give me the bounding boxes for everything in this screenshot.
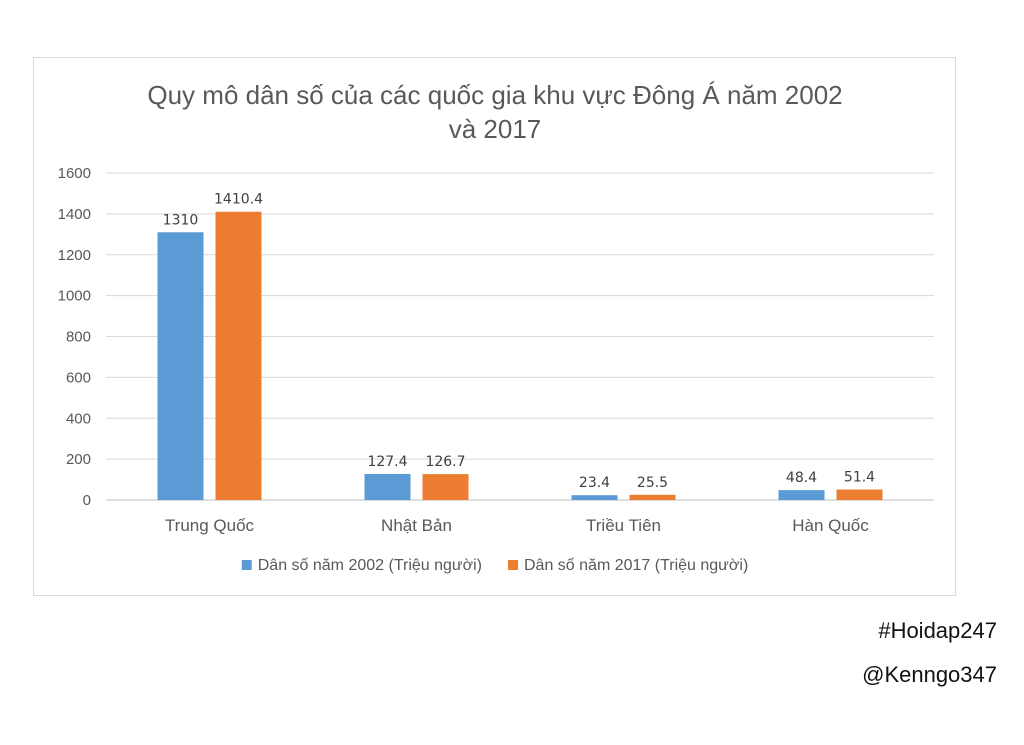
category-label: Triều Tiên	[586, 516, 661, 535]
data-label: 1410.4	[214, 192, 263, 208]
data-label: 126.7	[425, 454, 465, 470]
bar-2002	[571, 495, 618, 500]
legend-label: Dân số năm 2017 (Triệu người)	[524, 557, 748, 574]
bar-2002	[157, 232, 204, 501]
data-label: 127.4	[367, 454, 407, 470]
legend: Dân số năm 2002 (Triệu người) Dân số năm …	[241, 557, 748, 574]
bar-2017	[215, 211, 262, 500]
y-tick-label: 400	[66, 410, 91, 427]
hashtag-text: #Hoidap247	[878, 618, 997, 643]
bar-2017	[629, 494, 676, 500]
bar-2017	[422, 474, 469, 500]
y-tick-label: 200	[66, 451, 91, 468]
author-handle-text: @Kenngo347	[862, 662, 997, 687]
legend-item: Dân số năm 2017 (Triệu người)	[508, 557, 748, 574]
y-tick-label: 1200	[58, 247, 91, 264]
category-label: Hàn Quốc	[792, 516, 869, 535]
chart-svg: Quy mô dân số của các quốc gia khu vực Đ…	[58, 80, 934, 574]
y-tick-label: 1400	[58, 206, 91, 223]
data-label: 1310	[163, 212, 199, 228]
y-tick-label: 1000	[58, 288, 91, 305]
data-label: 23.4	[579, 475, 610, 491]
data-label: 25.5	[637, 475, 668, 491]
data-label: 48.4	[786, 470, 817, 486]
category-label: Nhật Bản	[381, 516, 452, 535]
category-labels: Trung Quốc Nhật Bản Triều Tiên Hàn Quốc	[165, 516, 869, 535]
legend-label: Dân số năm 2002 (Triệu người)	[258, 557, 482, 574]
category-label: Trung Quốc	[165, 516, 255, 535]
chart-title-line-1: Quy mô dân số của các quốc gia khu vực Đ…	[147, 80, 842, 110]
data-label: 51.4	[844, 469, 875, 485]
legend-swatch	[241, 560, 252, 570]
y-tick-label: 600	[66, 369, 91, 386]
bars	[157, 211, 883, 501]
legend-swatch	[508, 560, 518, 570]
bar-2017	[836, 489, 883, 500]
chart-frame: Quy mô dân số của các quốc gia khu vực Đ…	[33, 57, 956, 596]
y-tick-label: 800	[66, 329, 91, 346]
bar-2002	[778, 490, 825, 500]
bar-2002	[364, 473, 411, 500]
y-tick-label: 1600	[58, 165, 91, 182]
y-axis-ticks: 0 200 400 600 800 1000 1200 1400 1600	[58, 165, 91, 509]
data-labels: 1310 1410.4 127.4 126.7 23.4 25.5 48.4 51.4	[163, 192, 875, 491]
legend-item: Dân số năm 2002 (Triệu người)	[241, 557, 482, 574]
chart-title-line-2: và 2017	[449, 114, 542, 144]
y-tick-label: 0	[83, 492, 91, 509]
